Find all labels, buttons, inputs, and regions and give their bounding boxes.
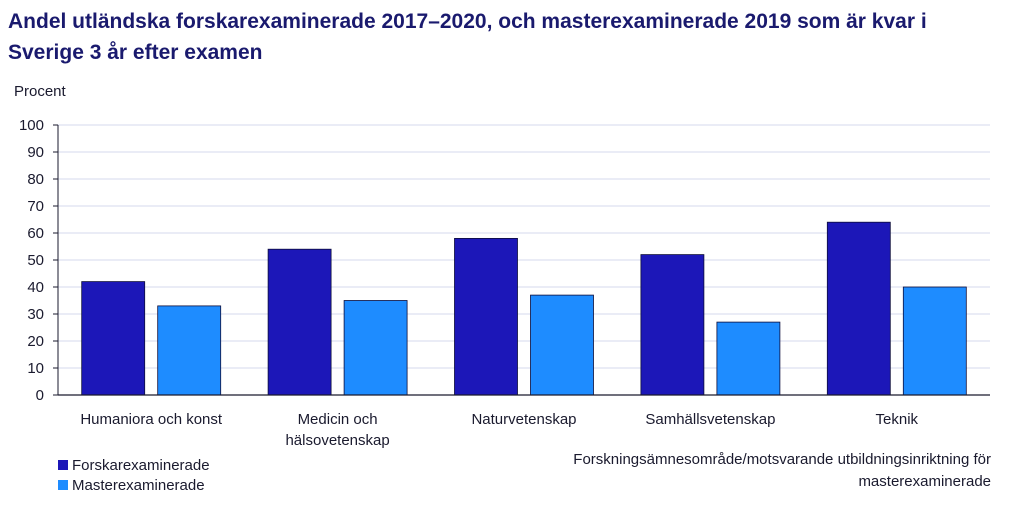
bar-masterexaminerade-2	[530, 294, 594, 396]
bar-forskarexaminerade-0	[81, 281, 146, 396]
bar-forskarexaminerade-3	[640, 254, 705, 396]
x-tick-label: Humaniora och konst	[80, 411, 223, 428]
y-tick-label: 50	[27, 252, 44, 269]
legend-swatch-forskarexaminerade	[58, 460, 68, 470]
bar-masterexaminerade-3	[716, 321, 781, 396]
bar-forskarexaminerade-1	[267, 248, 332, 396]
legend-item-forskarexaminerade: Forskarexaminerade	[58, 455, 210, 475]
legend-label-forskarexaminerade: Forskarexaminerade	[72, 456, 210, 474]
x-tick-label: Naturvetenskap	[471, 411, 576, 428]
x-tick-label: Samhällsvetenskap	[645, 411, 775, 428]
y-tick-label: 60	[27, 225, 44, 242]
legend-item-masterexaminerade: Masterexaminerade	[58, 475, 210, 495]
y-tick-label: 10	[27, 360, 44, 377]
x-tick-label: Teknik	[876, 411, 919, 428]
chart-title: Andel utländska forskarexaminerade 2017–…	[8, 10, 927, 64]
y-tick-label: 80	[27, 171, 44, 188]
y-tick-label: 20	[27, 333, 44, 350]
y-tick-label: 0	[36, 387, 44, 404]
bar-forskarexaminerade-4	[826, 221, 891, 396]
y-tick-label: 40	[27, 279, 44, 296]
y-tick-label: 70	[27, 198, 44, 215]
x-tick-label: hälsovetenskap	[285, 432, 389, 449]
x-tick-label: Medicin och	[298, 411, 378, 428]
bar-forskarexaminerade-2	[454, 237, 518, 396]
bar-masterexaminerade-0	[157, 305, 222, 396]
y-tick-label: 30	[27, 306, 44, 323]
bar-masterexaminerade-4	[902, 286, 967, 396]
x-axis-label: Forskningsämnesområde/motsvarande utbild…	[573, 451, 991, 490]
legend-label-masterexaminerade: Masterexaminerade	[72, 476, 205, 494]
y-tick-label: 90	[27, 144, 44, 161]
bar-masterexaminerade-1	[343, 300, 408, 396]
y-tick-label: 100	[19, 117, 44, 134]
legend: Forskarexaminerade Masterexaminerade	[58, 455, 210, 495]
y-axis-label: Procent	[14, 83, 67, 100]
legend-swatch-masterexaminerade	[58, 480, 68, 490]
